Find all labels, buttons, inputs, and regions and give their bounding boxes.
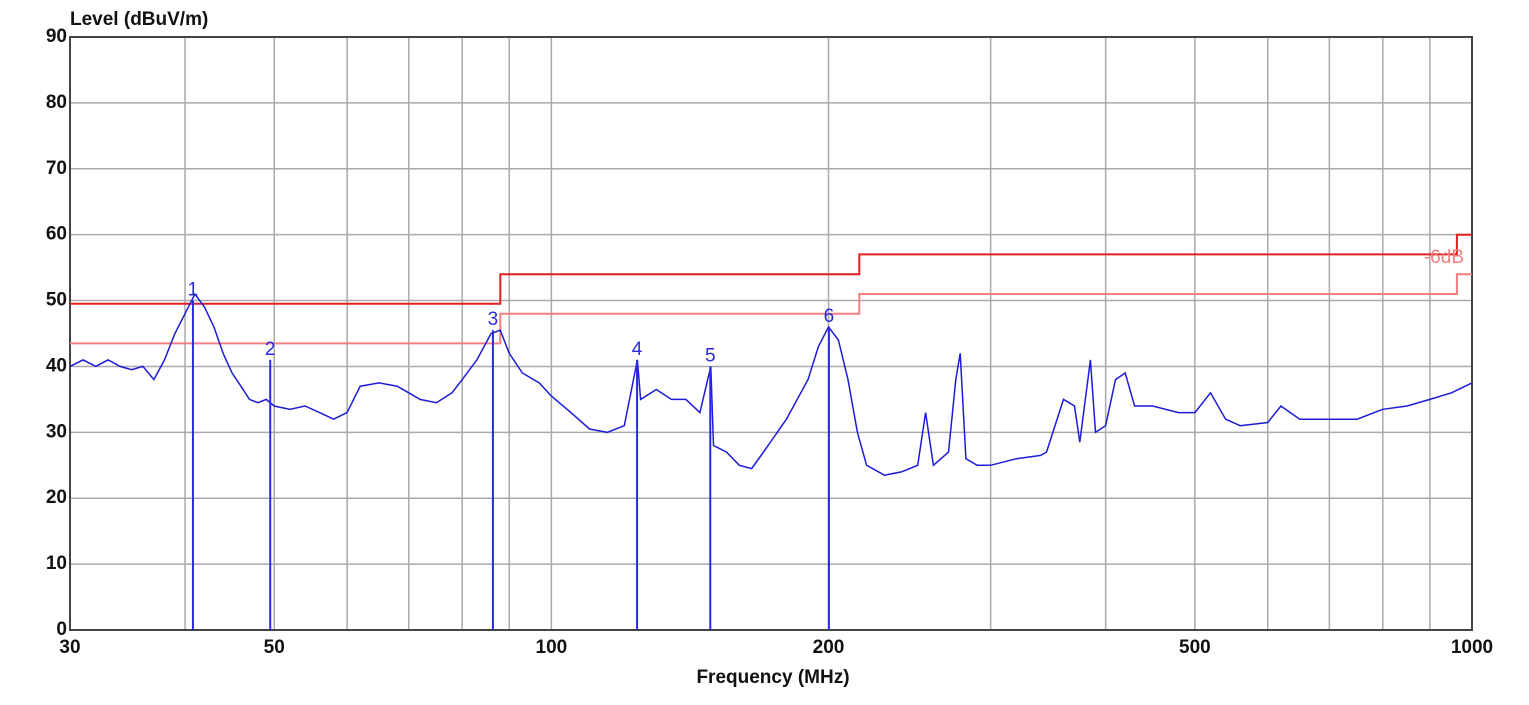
x-tick-label: 500 [1179,637,1211,658]
y-axis-title: Level (dBuV/m) [70,9,208,30]
y-tick-label: 20 [46,487,67,508]
y-tick-label: 90 [46,26,67,47]
y-tick-label: 0 [56,619,67,640]
x-axis-title: Frequency (MHz) [696,667,849,688]
y-tick-label: 80 [46,92,67,113]
plot-area [70,37,1472,630]
marker-label: 3 [488,309,499,330]
marker-label: 6 [824,306,835,327]
marker-label: 1 [188,280,199,301]
limit-line [70,273,1472,345]
y-tick-label: 50 [46,290,67,311]
x-tick-label: 50 [264,637,285,658]
marker-label: 4 [632,339,643,360]
x-tick-label: 200 [813,637,845,658]
y-tick-label: 40 [46,355,67,376]
limit-label: -6dB [1424,247,1464,268]
marker-label: 5 [705,345,716,366]
plot-frame [69,36,1473,631]
x-tick-label: 100 [536,637,568,658]
x-tick-label: 1000 [1451,637,1493,658]
y-tick-label: 70 [46,158,67,179]
y-tick-label: 10 [46,553,67,574]
x-tick-label: 30 [59,637,80,658]
trace-line [69,292,1473,476]
y-tick-label: 60 [46,224,67,245]
limit-line [70,233,1472,305]
marker-label: 2 [265,339,276,360]
y-tick-label: 30 [46,421,67,442]
